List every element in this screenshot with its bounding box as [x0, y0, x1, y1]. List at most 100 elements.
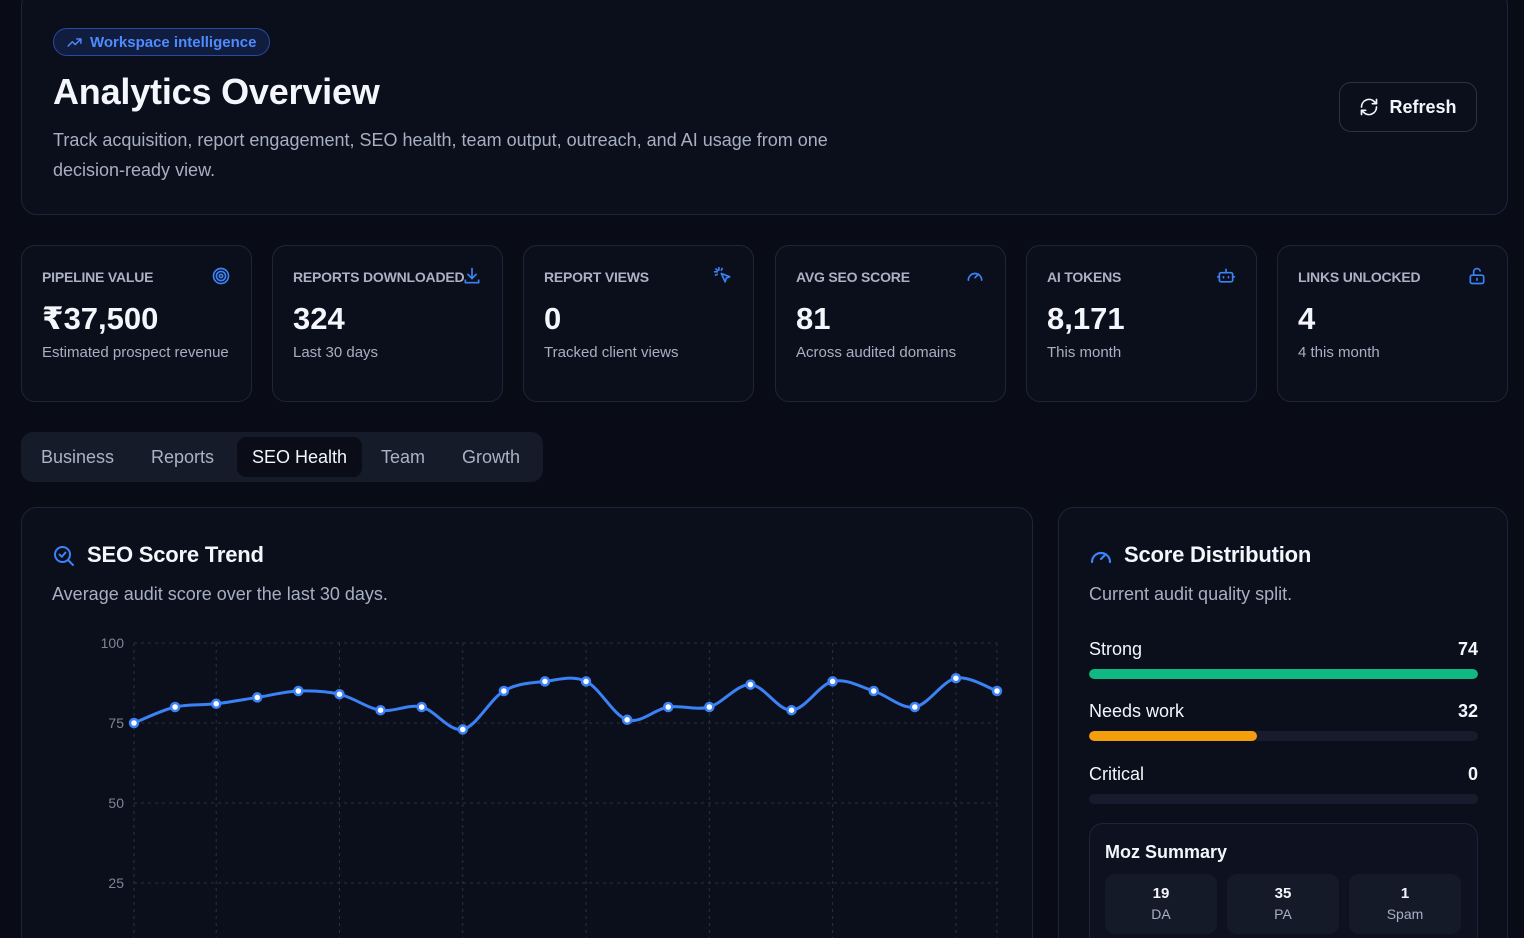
data-point: [745, 679, 756, 690]
moz-metric-value: 35: [1274, 885, 1292, 902]
stat-desc: Tracked client views: [544, 344, 679, 361]
stat-card-reports-downloaded: REPORTS DOWNLOADED 324 Last 30 days: [272, 245, 503, 402]
gauge-icon: [1090, 551, 1112, 564]
distribution-value: 32: [1457, 701, 1478, 721]
cursor-click-icon: [713, 266, 731, 283]
tab-reports[interactable]: Reports: [151, 447, 215, 467]
distribution-track: [1089, 794, 1478, 804]
distribution-label: Needs work: [1089, 701, 1185, 721]
moz-metric-spam: 1 Spam: [1349, 874, 1461, 934]
moz-metric-label: Spam: [1386, 906, 1424, 922]
stat-value: ₹37,500: [42, 301, 159, 336]
y-tick-label: 25: [108, 875, 124, 891]
stat-desc: Last 30 days: [293, 344, 379, 361]
download-icon: [464, 267, 480, 284]
overview-header: Workspace intelligence Analytics Overvie…: [21, 0, 1508, 215]
y-tick-label: 100: [101, 635, 125, 651]
refresh-button[interactable]: Refresh: [1339, 82, 1477, 132]
tab-team[interactable]: Team: [381, 447, 426, 467]
moz-metric-label: PA: [1274, 906, 1292, 922]
data-point: [416, 701, 427, 713]
distribution-value: 74: [1457, 639, 1478, 659]
data-point: [252, 692, 263, 703]
distribution-subtitle: Current audit quality split.: [1089, 584, 1293, 604]
moz-metric-pa: 35 PA: [1227, 874, 1339, 934]
stat-desc: 4 this month: [1298, 344, 1380, 361]
distribution-label: Critical: [1089, 764, 1145, 784]
stat-desc: This month: [1047, 344, 1122, 361]
distribution-fill: [1089, 731, 1258, 741]
moz-summary-title: Moz Summary: [1105, 842, 1228, 862]
stat-desc: Estimated prospect revenue: [42, 344, 229, 361]
stat-label: LINKS UNLOCKED: [1298, 269, 1421, 285]
refresh-label: Refresh: [1389, 96, 1457, 117]
data-point: [621, 714, 633, 726]
data-point: [498, 685, 510, 697]
distribution-fill: [1089, 669, 1478, 679]
refresh-icon: [1361, 98, 1378, 116]
page-subtitle: Track acquisition, report engagement, SE…: [53, 130, 828, 180]
stat-value: 81: [796, 301, 831, 336]
stat-label: PIPELINE VALUE: [42, 269, 154, 285]
unlock-icon: [1469, 267, 1485, 285]
stat-label: AI TOKENS: [1047, 269, 1122, 285]
tab-growth[interactable]: Growth: [462, 447, 521, 467]
data-point: [210, 698, 222, 710]
seo-score-line-chart: 100 75 50 25: [101, 635, 1003, 938]
data-point: [786, 704, 797, 716]
data-point: [580, 676, 592, 687]
data-point: [169, 701, 181, 713]
stat-value: 324: [293, 301, 345, 336]
search-check-icon: [54, 546, 74, 566]
seo-score-trend-card: SEO Score Trend Average audit score over…: [21, 507, 1033, 938]
stat-label: AVG SEO SCORE: [796, 269, 910, 285]
stat-card-links-unlocked: LINKS UNLOCKED 4 4 this month: [1277, 245, 1508, 402]
data-point: [457, 724, 469, 735]
y-tick-label: 50: [108, 795, 124, 811]
bot-icon: [1216, 268, 1236, 283]
data-point: [128, 717, 140, 729]
data-point: [293, 685, 304, 697]
target-icon: [212, 267, 230, 285]
analytics-tabs: Business Reports SEO Health Team Growth: [21, 432, 543, 482]
stat-card-avg-seo-score: AVG SEO SCORE 81 Across audited domains: [775, 245, 1006, 402]
distribution-title: Score Distribution: [1124, 542, 1312, 567]
moz-summary: Moz Summary 19 DA 35 PA 1 Spam: [1089, 823, 1478, 938]
gauge-icon: [967, 272, 983, 281]
trend-title: SEO Score Trend: [87, 542, 264, 567]
tab-business[interactable]: Business: [41, 447, 115, 467]
trending-up-icon: [67, 37, 82, 47]
distribution-track: [1089, 669, 1478, 679]
moz-metric-da: 19 DA: [1105, 874, 1217, 934]
data-point: [539, 676, 551, 687]
moz-metric-label: DA: [1151, 906, 1171, 922]
distribution-track: [1089, 731, 1478, 741]
stat-card-pipeline-value: PIPELINE VALUE ₹37,500 Estimated prospec…: [21, 245, 252, 402]
data-point: [991, 685, 1003, 697]
data-point: [827, 676, 838, 687]
page-title: Analytics Overview: [53, 71, 380, 112]
stat-value: 4: [1298, 301, 1316, 336]
distribution-label: Strong: [1089, 639, 1143, 659]
workspace-badge: Workspace intelligence: [53, 28, 271, 56]
distribution-value: 0: [1467, 764, 1478, 784]
data-point: [375, 704, 386, 716]
score-trend-line: [133, 676, 998, 731]
data-point: [334, 688, 345, 700]
stat-desc: Across audited domains: [796, 344, 957, 361]
workspace-badge-label: Workspace intelligence: [90, 33, 257, 51]
data-point: [704, 701, 715, 713]
trend-subtitle: Average audit score over the last 30 day…: [52, 584, 388, 604]
stat-card-report-views: REPORT VIEWS 0 Tracked client views: [523, 245, 754, 402]
data-point: [868, 685, 879, 697]
data-point: [909, 701, 921, 713]
y-tick-label: 75: [108, 715, 124, 731]
stat-label: REPORTS DOWNLOADED: [293, 269, 465, 285]
moz-metric-value: 1: [1400, 885, 1410, 902]
data-point: [662, 701, 674, 713]
tab-seo-health[interactable]: SEO Health: [237, 437, 363, 477]
score-distribution-card: Score Distribution Current audit quality…: [1058, 507, 1508, 938]
moz-metric-value: 19: [1152, 885, 1170, 902]
data-point: [950, 672, 962, 684]
